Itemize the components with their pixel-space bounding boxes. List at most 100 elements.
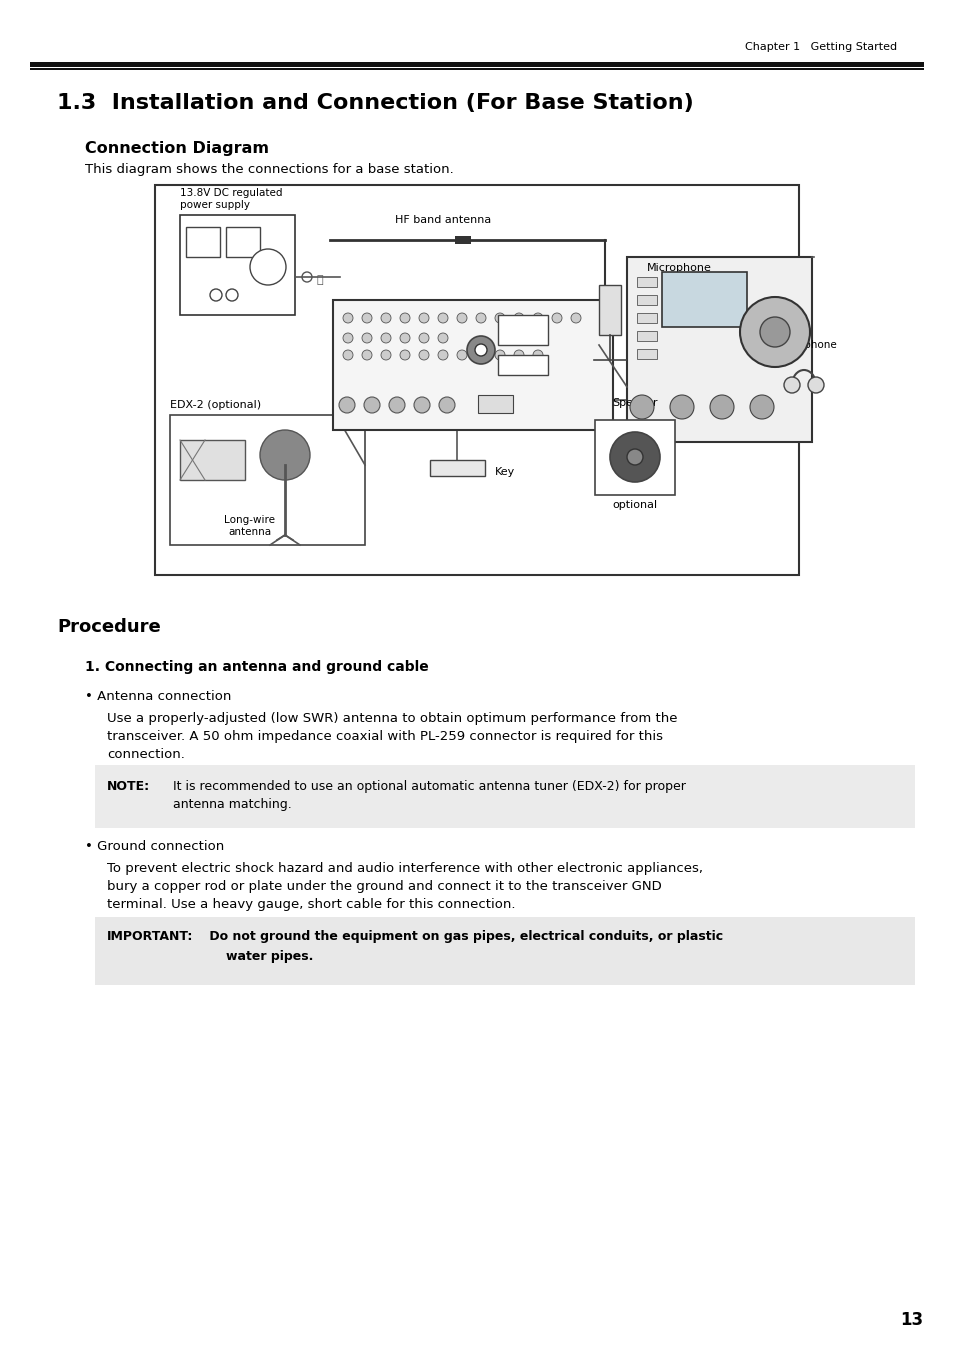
Text: optional: optional <box>612 500 657 509</box>
Bar <box>226 227 260 257</box>
Text: Use a properly-adjusted (low SWR) antenna to obtain optimum performance from the: Use a properly-adjusted (low SWR) antenn… <box>107 712 677 725</box>
Circle shape <box>807 377 823 393</box>
Text: 13.8V DC regulated
power supply: 13.8V DC regulated power supply <box>180 188 282 209</box>
Text: water pipes.: water pipes. <box>226 950 314 963</box>
Text: HF band antenna: HF band antenna <box>395 215 491 226</box>
Circle shape <box>399 332 410 343</box>
Circle shape <box>250 249 286 285</box>
Circle shape <box>438 397 455 413</box>
Circle shape <box>399 350 410 359</box>
Circle shape <box>456 313 467 323</box>
Circle shape <box>669 394 693 419</box>
Bar <box>626 257 811 442</box>
Circle shape <box>343 313 353 323</box>
Text: antenna matching.: antenna matching. <box>172 798 292 811</box>
Text: This diagram shows the connections for a base station.: This diagram shows the connections for a… <box>85 163 454 177</box>
Circle shape <box>533 350 542 359</box>
Bar <box>186 227 220 257</box>
Bar <box>595 420 675 494</box>
Text: Key: Key <box>495 467 515 477</box>
Circle shape <box>399 313 410 323</box>
Circle shape <box>476 350 485 359</box>
Text: Long-wire
antenna: Long-wire antenna <box>224 515 275 536</box>
Bar <box>30 62 923 68</box>
Circle shape <box>338 397 355 413</box>
Text: Procedure: Procedure <box>57 617 161 636</box>
Bar <box>497 315 547 345</box>
Bar <box>637 331 657 340</box>
Text: 1. Connecting an antenna and ground cable: 1. Connecting an antenna and ground cabl… <box>85 661 428 674</box>
Text: It is recommended to use an optional automatic antenna tuner (EDX-2) for proper: It is recommended to use an optional aut… <box>172 780 685 793</box>
Text: Connection Diagram: Connection Diagram <box>85 141 269 155</box>
Circle shape <box>418 332 429 343</box>
Circle shape <box>364 397 379 413</box>
Text: terminal. Use a heavy gauge, short cable for this connection.: terminal. Use a heavy gauge, short cable… <box>107 898 515 911</box>
Bar <box>30 68 923 69</box>
Text: Speaker: Speaker <box>612 399 657 408</box>
Bar <box>637 349 657 359</box>
Circle shape <box>749 394 773 419</box>
Circle shape <box>343 332 353 343</box>
Text: ⓘ: ⓘ <box>316 276 323 285</box>
Circle shape <box>495 350 504 359</box>
Circle shape <box>475 345 486 357</box>
Circle shape <box>361 350 372 359</box>
Circle shape <box>414 397 430 413</box>
Bar <box>333 300 613 430</box>
Circle shape <box>533 313 542 323</box>
Text: • Antenna connection: • Antenna connection <box>85 689 232 703</box>
Circle shape <box>609 432 659 482</box>
Circle shape <box>456 350 467 359</box>
Text: To prevent electric shock hazard and audio interference with other electronic ap: To prevent electric shock hazard and aud… <box>107 862 702 875</box>
Text: Do not ground the equipment on gas pipes, electrical conduits, or plastic: Do not ground the equipment on gas pipes… <box>205 929 722 943</box>
Text: Headphone: Headphone <box>776 340 836 350</box>
Bar <box>170 415 365 544</box>
Circle shape <box>552 313 561 323</box>
Text: EDX-2 (optional): EDX-2 (optional) <box>170 400 261 409</box>
Bar <box>637 277 657 286</box>
Circle shape <box>571 313 580 323</box>
Bar <box>477 394 513 413</box>
Bar <box>95 917 914 985</box>
Text: IMPORTANT:: IMPORTANT: <box>107 929 193 943</box>
Circle shape <box>343 350 353 359</box>
Circle shape <box>467 336 495 363</box>
Bar <box>637 313 657 323</box>
Circle shape <box>514 313 523 323</box>
Text: NOTE:: NOTE: <box>107 780 150 793</box>
Circle shape <box>302 272 312 282</box>
Bar <box>637 295 657 305</box>
Bar <box>95 765 914 828</box>
Circle shape <box>740 297 809 367</box>
Circle shape <box>437 350 448 359</box>
Bar <box>430 459 484 476</box>
Circle shape <box>389 397 405 413</box>
Text: 13: 13 <box>900 1310 923 1329</box>
Circle shape <box>760 317 789 347</box>
Circle shape <box>783 377 800 393</box>
Circle shape <box>626 449 642 465</box>
Circle shape <box>210 289 222 301</box>
Circle shape <box>380 350 391 359</box>
Text: Microphone: Microphone <box>646 263 711 273</box>
Text: Chapter 1   Getting Started: Chapter 1 Getting Started <box>744 42 896 51</box>
Bar <box>180 215 294 315</box>
Circle shape <box>380 332 391 343</box>
Text: Stand: Stand <box>751 330 781 340</box>
Circle shape <box>361 313 372 323</box>
Circle shape <box>514 350 523 359</box>
Circle shape <box>380 313 391 323</box>
Text: bury a copper rod or plate under the ground and connect it to the transceiver GN: bury a copper rod or plate under the gro… <box>107 880 661 893</box>
Circle shape <box>361 332 372 343</box>
Circle shape <box>418 313 429 323</box>
Text: transceiver. A 50 ohm impedance coaxial with PL-259 connector is required for th: transceiver. A 50 ohm impedance coaxial … <box>107 730 662 743</box>
Circle shape <box>418 350 429 359</box>
Bar <box>180 440 245 480</box>
Circle shape <box>437 332 448 343</box>
Bar <box>661 272 746 327</box>
Text: connection.: connection. <box>107 748 185 761</box>
Text: • Ground connection: • Ground connection <box>85 839 224 852</box>
Bar <box>154 185 799 576</box>
Text: 1.3  Installation and Connection (For Base Station): 1.3 Installation and Connection (For Bas… <box>57 93 693 113</box>
Circle shape <box>476 313 485 323</box>
